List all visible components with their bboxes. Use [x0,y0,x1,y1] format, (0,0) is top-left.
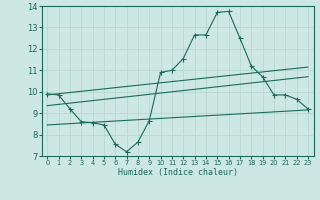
X-axis label: Humidex (Indice chaleur): Humidex (Indice chaleur) [118,168,237,177]
